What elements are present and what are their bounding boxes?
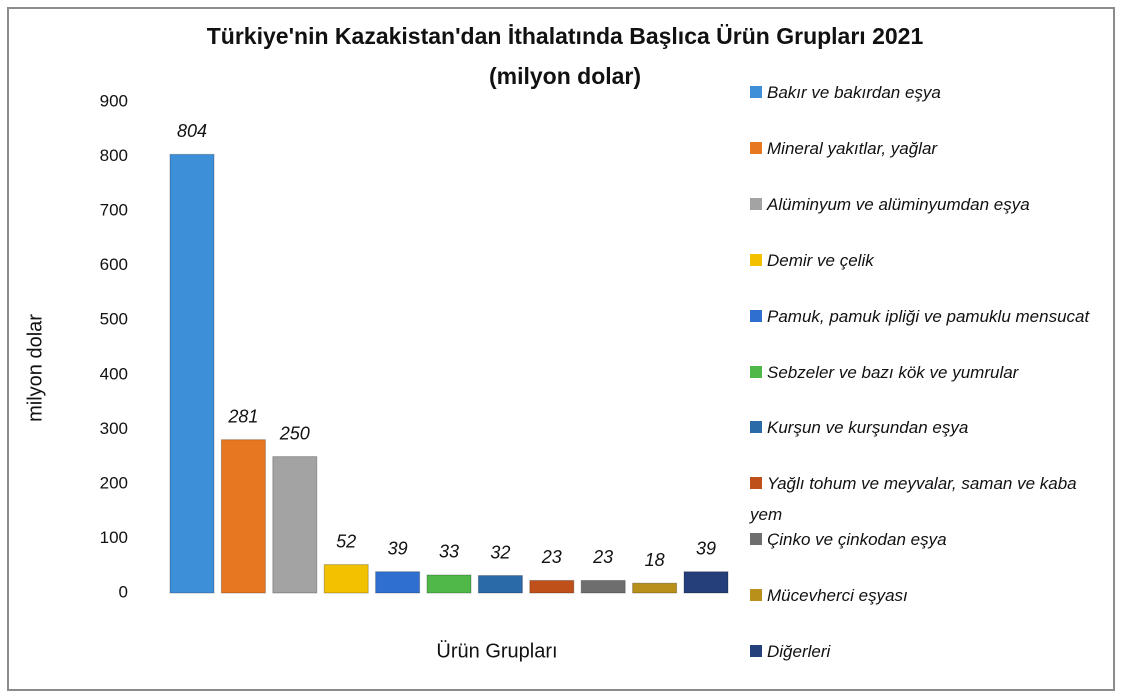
legend-label: Bakır ve bakırdan eşya [767,83,941,102]
data-label: 281 [227,406,258,426]
bar [426,574,472,594]
legend-item: Alüminyum ve alüminyumdan eşya [750,189,1110,220]
y-tick-label: 300 [100,419,128,438]
legend-item: Pamuk, pamuk ipliği ve pamuklu mensucat [750,301,1110,332]
data-label: 52 [336,531,356,551]
legend-swatch [750,533,762,546]
legend-swatch [750,86,762,98]
legend-label: Mücevherci eşyası [767,586,908,606]
legend-label: Kurşun ve kurşundan eşya [767,418,969,438]
y-tick-label: 700 [100,201,128,220]
legend-label: Pamuk, pamuk ipliği ve pamuklu mensucat [767,306,1090,326]
legend-label: Sebzeler ve bazı kök ve yumrular [767,362,1019,382]
data-label: 23 [592,547,613,567]
y-tick-label: 900 [100,91,128,110]
data-label: 250 [279,423,310,443]
x-axis-label: Ürün Grupları [436,640,557,662]
data-label: 33 [439,542,459,562]
data-label: 39 [388,538,408,558]
legend-item: Sebzeler ve bazı kök ve yumrular [750,357,1110,388]
legend-label: Çinko ve çinkodan eşya [767,530,947,550]
legend-item: Mineral yakıtlar, yağlar [750,133,1110,164]
bar [580,579,626,594]
y-tick-label: 0 [119,582,128,601]
y-axis-label: milyon dolar [24,314,46,422]
data-label: 39 [696,538,716,558]
legend-swatch [750,477,762,490]
y-tick-label: 100 [100,528,128,547]
legend-label: Yağlı tohum ve meyvalar, saman ve kaba y… [750,474,1077,525]
data-label: 804 [177,121,207,141]
legend-swatch [750,365,762,378]
bar [323,564,369,594]
y-tick-label: 600 [100,255,128,274]
chart-subtitle: (milyon dolar) [489,63,641,89]
legend-item: Diğerleri [750,636,1110,667]
bar [272,456,318,594]
legend-item: Kurşun ve kurşundan eşya [750,412,1110,443]
bar [375,571,421,594]
legend-item: Çinko ve çinkodan eşya [750,524,1110,555]
legend-item: Yağlı tohum ve meyvalar, saman ve kaba y… [750,468,1110,530]
legend-swatch [750,309,762,322]
bar [529,579,575,594]
chart-title: Türkiye'nin Kazakistan'dan İthalatında B… [207,23,924,49]
legend-label: Diğerleri [767,642,831,661]
legend-label: Mineral yakıtlar, yağlar [767,138,938,158]
bar [632,582,678,594]
legend-swatch [750,645,762,657]
legend-swatch [750,253,762,266]
bar [220,439,266,594]
bar [477,575,523,594]
legend-swatch [750,589,762,602]
legend-label: Demir ve çelik [767,250,874,270]
legend-label: Alüminyum ve alüminyumdan eşya [767,194,1030,214]
legend-swatch [750,421,762,434]
legend-item: Bakır ve bakırdan eşya [750,77,1110,108]
legend-item: Demir ve çelik [750,245,1110,276]
legend-item: Mücevherci eşyası [750,580,1110,611]
y-tick-label: 400 [100,364,128,383]
data-label: 23 [541,547,562,567]
data-label: 32 [490,542,510,562]
bar [683,571,729,594]
bar [169,153,215,594]
data-label: 18 [645,550,665,570]
legend-swatch [750,141,762,154]
y-tick-label: 200 [100,473,128,492]
y-tick-label: 500 [100,310,128,329]
legend-swatch [750,197,762,210]
y-tick-label: 800 [100,146,128,165]
